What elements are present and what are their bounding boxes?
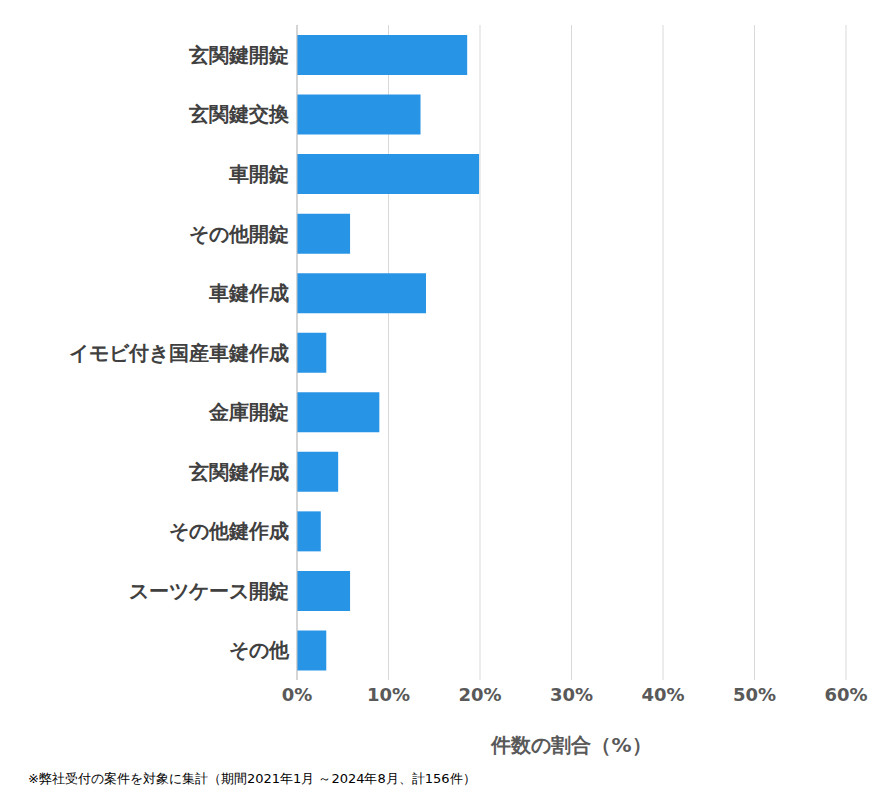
html-text:※弊社受付の案件を対象に集計（期間2021年1月 ～2024: ※弊社受付の案件を対象に集計（期間2021年1月 ～2024年8月、計156件）: [28, 771, 476, 786]
svg-text:その他: その他: [229, 638, 290, 662]
svg-text:その他鍵作成: その他鍵作成: [169, 519, 289, 543]
svg-text:0%: 0%: [282, 684, 313, 705]
svg-text:スーツケース開錠: スーツケース開錠: [129, 579, 289, 603]
svg-text:玄関鍵開錠: 玄関鍵開錠: [188, 43, 289, 67]
svg-text:その他開錠: その他開錠: [189, 222, 289, 246]
svg-text:車開錠: 車開錠: [228, 162, 289, 186]
svg-text:10%: 10%: [367, 684, 410, 705]
svg-text:40%: 40%: [641, 684, 684, 705]
svg-text:金庫開錠: 金庫開錠: [208, 400, 289, 424]
svg-text:件数の割合（%）: 件数の割合（%）: [490, 733, 651, 757]
svg-text:玄関鍵作成: 玄関鍵作成: [188, 460, 289, 484]
svg-text:イモビ付き国産車鍵作成: イモビ付き国産車鍵作成: [69, 341, 289, 365]
svg-text:30%: 30%: [550, 684, 593, 705]
svg-text:20%: 20%: [458, 684, 501, 705]
svg-text:玄関鍵交換: 玄関鍵交換: [188, 102, 290, 126]
svg-text:50%: 50%: [733, 684, 776, 705]
svg-text:車鍵作成: 車鍵作成: [208, 281, 289, 305]
svg-text:60%: 60%: [824, 684, 867, 705]
